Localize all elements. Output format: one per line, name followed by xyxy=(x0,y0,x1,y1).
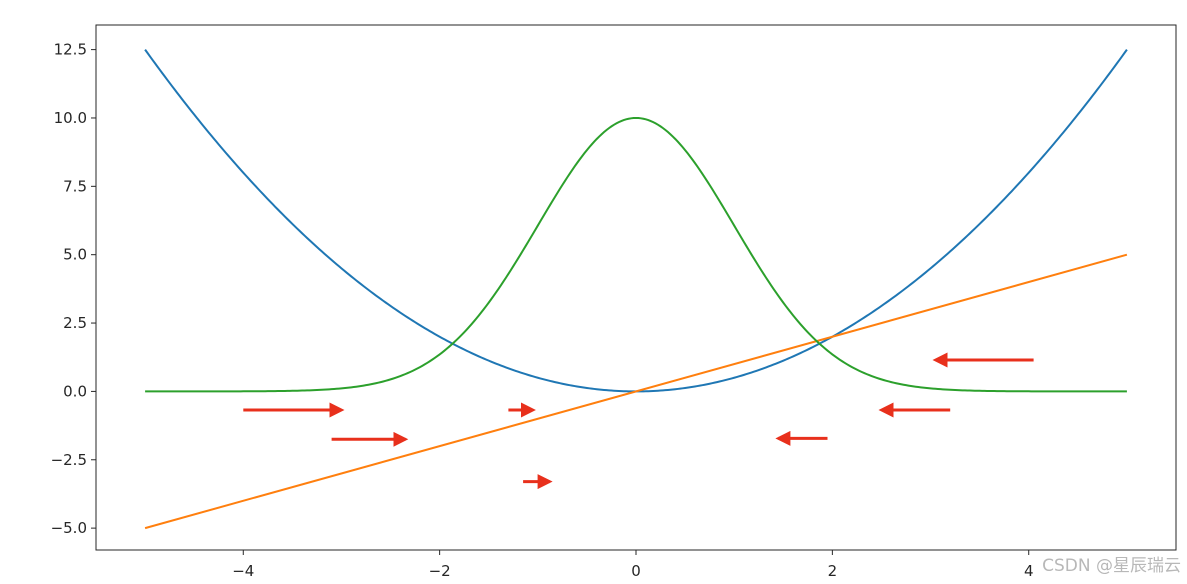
watermark: CSDN @星辰瑞云 xyxy=(1042,556,1181,576)
y-tick-label: −5.0 xyxy=(51,519,87,537)
annotation-arrows xyxy=(243,352,1034,490)
y-tick-label: 2.5 xyxy=(63,314,87,332)
series-line-2 xyxy=(144,253,1128,530)
y-tick-label: 0.0 xyxy=(63,382,87,400)
series-line-1 xyxy=(144,49,1128,393)
x-axis-ticks: −4 −2 0 2 4 xyxy=(232,550,1034,580)
x-tick-label: 4 xyxy=(1024,562,1034,580)
x-tick-label: −4 xyxy=(232,562,254,580)
x-tick-label: 2 xyxy=(828,562,838,580)
y-tick-label: 12.5 xyxy=(54,41,87,59)
y-tick-label: −2.5 xyxy=(51,451,87,469)
y-tick-label: 5.0 xyxy=(63,246,87,264)
plot-frame xyxy=(95,24,1177,551)
x-tick-label: 0 xyxy=(631,562,641,580)
y-axis-ticks: −5.0 −2.5 0.0 2.5 5.0 7.5 10.0 12.5 xyxy=(51,41,96,537)
x-tick-label: −2 xyxy=(429,562,451,580)
series-line-3 xyxy=(145,116,1127,393)
series-layer xyxy=(144,49,1128,530)
y-tick-label: 7.5 xyxy=(63,177,87,195)
y-tick-label: 10.0 xyxy=(54,109,87,127)
